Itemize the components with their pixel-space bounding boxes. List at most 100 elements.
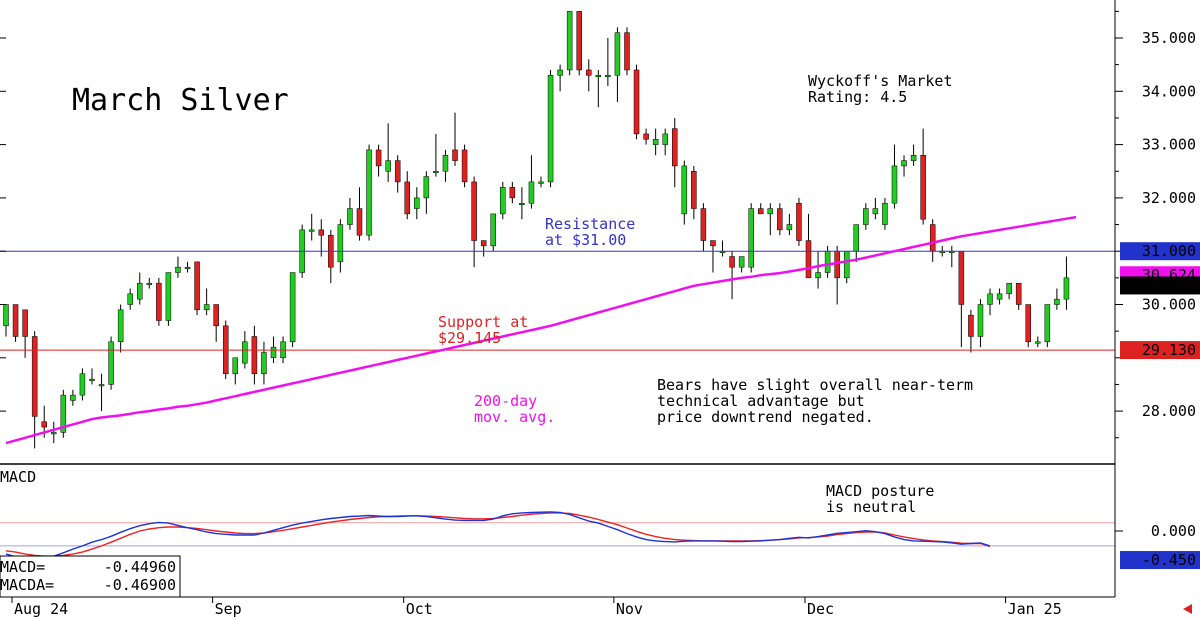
last-price-badge-bg: [1120, 276, 1200, 295]
x-tick-label: Sep: [215, 600, 242, 618]
candle-body: [232, 357, 239, 375]
candle-body: [385, 160, 391, 172]
candle-body: [146, 282, 153, 285]
candle-body: [117, 309, 124, 343]
candle-body: [433, 171, 439, 173]
candle-body: [767, 208, 774, 215]
candle-body: [127, 293, 133, 305]
price-tick-label: 30.000: [1142, 296, 1196, 314]
ma-200-line: [5, 215, 1077, 445]
resistance-label: Resistance at $31.00: [545, 215, 635, 249]
candle-body: [538, 181, 544, 184]
support-badge-bg: [1120, 341, 1200, 360]
price-tick-label: 35.000: [1142, 29, 1196, 47]
scroll-left-arrow-icon[interactable]: [1183, 604, 1192, 614]
resistance-badge-bg: [1120, 242, 1200, 261]
x-tick-label: Nov: [616, 600, 643, 618]
candle-body: [31, 336, 38, 417]
labels: 35.000 34.000 33.000 32.000 30.000 28.000 Marc…: [0, 29, 1200, 618]
candle-body: [1035, 341, 1041, 344]
candle-body: [165, 272, 172, 321]
candle-body: [3, 304, 9, 327]
candle-body: [70, 394, 76, 401]
candle-body: [251, 336, 258, 375]
candle-body: [614, 32, 621, 76]
x-tick-label: Aug 24: [14, 600, 68, 618]
candle-body: [968, 314, 974, 337]
candle-body: [729, 256, 735, 268]
candle-body: [270, 346, 277, 359]
candle-body: [60, 394, 67, 433]
macda-readout-label: MACDA=: [0, 576, 54, 594]
candle-body: [490, 213, 496, 247]
candle-body: [824, 250, 831, 273]
candle-body: [920, 155, 926, 220]
candle-body: [156, 282, 162, 321]
candle-body: [519, 202, 525, 205]
macd-badge: -0.450: [1142, 551, 1196, 569]
candle-body: [777, 208, 783, 231]
candle-body: [643, 133, 649, 140]
candle-body: [22, 309, 28, 337]
ma-label: 200-day mov. avg.: [474, 392, 555, 426]
price-tick-label: 28.000: [1142, 402, 1196, 420]
candle-body: [500, 186, 506, 215]
candle-body: [366, 149, 372, 236]
candle-body: [672, 128, 678, 167]
candle-body: [1025, 304, 1031, 343]
candle-body: [872, 208, 879, 215]
candle-body: [738, 256, 745, 268]
macd-line: [5, 511, 991, 561]
candle-body: [557, 69, 563, 76]
candle-body: [471, 181, 477, 241]
macda-readout-value: -0.46900: [104, 576, 176, 594]
candle-body: [452, 149, 458, 161]
candle-body: [356, 208, 363, 236]
candle-body: [79, 373, 86, 396]
candle-body: [394, 160, 401, 183]
candle-body: [108, 341, 114, 385]
candle-body: [576, 11, 582, 71]
candle-body: [605, 75, 611, 78]
candle-body: [89, 378, 95, 381]
candle-body: [748, 208, 754, 268]
candle-body: [586, 69, 592, 76]
candle-body: [662, 133, 668, 145]
candle-body: [977, 304, 984, 337]
candle-body: [624, 32, 630, 71]
candle-body: [194, 261, 200, 311]
price-tick-label: 33.000: [1142, 136, 1196, 154]
candle-body: [137, 282, 143, 300]
candle-body: [289, 272, 296, 343]
chart-title: March Silver: [72, 83, 289, 118]
macd-badge-bg: [1120, 551, 1200, 570]
market-comment: Bears have slight overall near-term techn…: [657, 376, 973, 426]
candle-body: [242, 341, 248, 364]
price-reference-lines: [0, 215, 1115, 445]
support-label: Support at $29.145: [438, 313, 528, 347]
candle-body: [710, 240, 716, 247]
candle-body: [375, 149, 382, 167]
candle-body: [901, 160, 907, 167]
candle-body: [834, 250, 840, 279]
candle-body: [796, 202, 802, 241]
candle-body: [987, 293, 993, 305]
macd-tick-label: 0.000: [1151, 522, 1196, 540]
last-price-badge: 30.470: [1142, 276, 1196, 294]
candle-body: [261, 352, 267, 375]
candle-body: [891, 165, 898, 204]
candle-body: [929, 224, 936, 252]
macd-annotation: MACD posture is neutral: [826, 482, 934, 516]
x-tick-label: Dec: [807, 600, 834, 618]
candle-body: [595, 75, 602, 78]
candle-body: [203, 304, 210, 311]
candle-body: [681, 165, 688, 215]
macd-readout-label: MACD=: [0, 558, 45, 576]
candle-body: [633, 69, 640, 135]
macd-readout-box: [0, 555, 181, 598]
candle-body: [423, 176, 430, 199]
candle-body: [805, 240, 812, 279]
candle-body: [843, 250, 850, 279]
